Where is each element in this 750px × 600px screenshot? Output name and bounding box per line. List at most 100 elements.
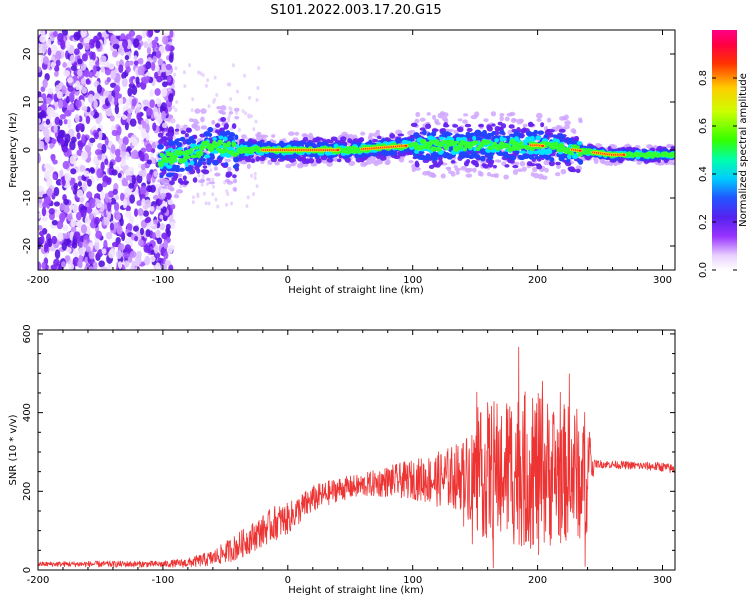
spectrogram-ridge-blob [176,141,183,148]
snr-x-tick-label: 300 [653,575,672,586]
spectrogram-ridge-blob [194,108,201,114]
spectrogram-noise-blob [191,200,195,205]
spectrogram-noise-blob [94,240,100,251]
spectrogram-ridge-blob [573,135,580,141]
spectrogram-noise-blob [50,264,57,270]
spectrogram-noise-blob [155,229,161,239]
spectrogram-noise-blob [228,106,232,111]
spectrogram-noise-blob [121,181,129,187]
spectrogram-noise-blob [41,216,48,222]
spectrogram-ridge-blob [308,157,315,164]
spectrogram-ridge-blob [558,128,566,133]
spectrogram-noise-blob [86,178,92,187]
spectrogram-noise-blob [38,153,41,163]
spectrogram-ridge-blob [450,172,456,177]
spectrogram-noise-blob [100,266,108,270]
spectrogram-ridge-blob [537,130,545,135]
spectrogram-noise-blob [64,133,71,144]
spectrogram-noise-blob [104,158,109,166]
spectrogram-noise-blob [38,185,44,192]
spectrogram-ridge-blob [358,137,365,143]
spectrogram-noise-blob [248,95,252,100]
spectrogram-noise-blob [38,106,42,112]
spectrogram-noise-blob [231,63,235,68]
spectrogram-ridge-blob [231,141,237,148]
spectrogram-noise-blob [88,250,95,260]
spectrogram-noise-blob [97,249,104,258]
spectrogram-noise-blob [58,119,63,126]
spectrogram-noise-blob [97,154,102,161]
spectrogram-ridge-blob [450,160,456,164]
spectrogram-noise-blob [201,73,205,78]
spectrogram-ridge-blob [198,144,206,151]
spectrogram-noise-blob [121,71,127,80]
spectrogram-noise-blob [152,55,157,63]
spectrogram-ridge-blob [496,159,502,163]
spectrogram-ridge-blob [271,134,276,138]
spectrogram-ridge-blob [232,164,239,170]
spectrogram-noise-blob [152,122,157,132]
spectrogram-ridge-blob [228,131,236,138]
spectrogram-noise-blob [196,70,200,75]
spectrogram-ridge-blob [178,167,185,172]
spectrogram-noise-blob [206,78,210,83]
spectrogram-ridge-blob [479,171,484,177]
spectrogram-ridge-blob [227,166,232,172]
spectrogram-noise-blob [112,188,118,195]
spectrogram-ridge-blob [206,177,211,182]
spectrogram-ridge-blob [563,114,569,121]
spectrogram-ridge-blob [493,173,500,179]
spectrogram-noise-blob [139,185,147,195]
spectrogram-ridge-blob [315,157,322,164]
spectrogram-noise-blob [166,75,172,83]
spectrogram-noise-blob [245,204,249,209]
spectrogram-y-tick-label: 10 [22,96,33,109]
spectrogram-noise-blob [62,62,68,68]
spectrogram-ridge-blob [571,168,577,173]
spectrogram-noise-blob [113,201,120,212]
spectrogram-ridge-blob [535,135,542,141]
spectrogram-ridge-blob [299,162,305,168]
spectrogram-noise-blob [168,264,174,270]
spectrogram-ridge-blob [610,144,618,149]
spectrogram-noise-blob [161,71,166,78]
spectrogram-noise-blob [161,87,168,98]
spectrogram-noise-blob [88,266,94,270]
spectrogram-ridge-blob [397,133,405,137]
spectrogram-ridge-blob [577,152,583,157]
spectrogram-noise-blob [58,212,66,222]
spectrogram-noise-blob [61,261,67,268]
spectrogram-noise-blob [81,86,88,94]
spectrogram-ridge-blob [194,146,199,150]
spectrogram-noise-blob [80,77,87,85]
spectrogram-ridge-blob [425,123,432,130]
spectrogram-noise-blob [137,208,144,216]
spectrogram-noise-blob [64,109,72,117]
spectrogram-noise-blob [145,123,150,134]
spectrogram-ridge-blob [219,127,226,132]
spectrogram-noise-blob [148,108,153,116]
spectrogram-ridge-blob [226,180,234,185]
spectrogram-ridge-blob [500,123,507,129]
spectrogram-noise-blob [77,58,83,65]
spectrogram-noise-blob [154,71,159,79]
spectrogram-noise-blob [69,54,76,64]
spectrogram-ridge-blob [225,171,233,177]
snr-y-tick-label: 400 [22,403,33,422]
spectrogram-ridge-blob [372,138,379,143]
spectrogram-noise-blob [71,177,76,184]
colorbar-tick-label: 0.4 [698,166,709,182]
spectrogram-noise-blob [122,198,128,209]
spectrogram-noise-blob [73,182,79,190]
spectrogram-ridge-blob [466,127,473,132]
spectrogram-noise-blob [51,219,58,226]
spectrogram-ridge-blob [233,156,240,163]
spectrogram-noise-blob [113,96,118,106]
spectrogram-noise-blob [83,70,91,78]
spectrogram-ridge-blob [414,118,420,124]
spectrogram-noise-blob [86,191,93,199]
spectrogram-ridge-blob [180,130,187,135]
spectrogram-noise-blob [70,218,77,228]
spectrogram-ridge-blob [226,141,232,147]
